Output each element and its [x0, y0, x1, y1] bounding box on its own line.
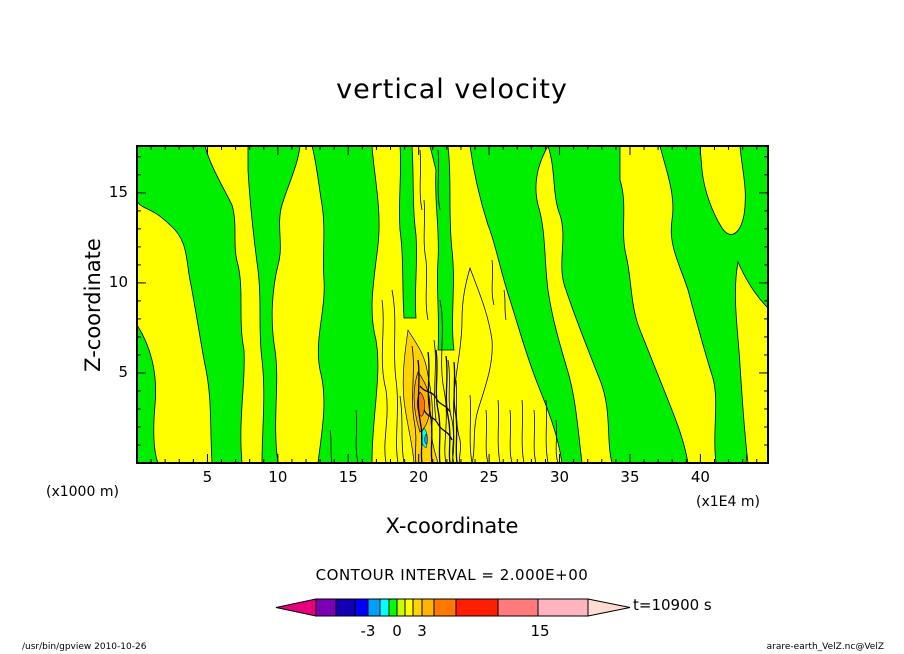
colorbar-swatch	[354, 598, 369, 617]
contour-interval: CONTOUR INTERVAL = 2.000E+00	[315, 566, 589, 584]
colorbar-swatch	[404, 598, 414, 617]
negative-region	[247, 146, 301, 463]
colorbar-swatch	[388, 598, 398, 617]
colorbar-swatch	[412, 598, 423, 617]
contour-streaks	[329, 149, 559, 463]
y-tick-label: 10	[108, 272, 128, 291]
colorbar-swatch	[379, 598, 390, 617]
positive-region	[535, 146, 613, 463]
x-tick-label: 35	[620, 468, 640, 486]
x-tick-label: 30	[549, 468, 570, 486]
colorbar-label: 3	[417, 622, 427, 640]
negative-region	[311, 146, 380, 463]
time-label: t=10900 s	[633, 596, 712, 614]
negative-region	[137, 324, 159, 463]
plot-frame	[136, 145, 769, 464]
colorbar-swatch	[433, 598, 457, 617]
y-axis-label: Z-coordinate	[81, 238, 105, 372]
x-tick-label: 20	[409, 468, 429, 486]
colorbar-swatch	[315, 598, 337, 617]
footer-left: /usr/bin/gpview 2010-10-26	[22, 642, 147, 652]
colorbar-label: 0	[392, 622, 402, 640]
colorbar-swatch	[396, 598, 406, 617]
positive-region	[735, 260, 768, 463]
footer-right: arare-earth_VelZ.nc@VelZ	[766, 642, 884, 652]
contour-field	[137, 146, 768, 463]
colorbar-arrow-min	[275, 598, 317, 617]
x-tick-label: 25	[479, 468, 499, 486]
colorbar-swatch	[497, 598, 539, 617]
y-tick-label: 5	[118, 362, 128, 381]
y-tick-label: 15	[108, 182, 128, 201]
dense-contours	[417, 349, 458, 463]
x-tick-label: 5	[202, 468, 213, 486]
chart-title: vertical velocity	[336, 74, 568, 105]
x-tick-label: 15	[338, 468, 358, 486]
colorbar-swatch	[335, 598, 356, 617]
x-tick-label: 10	[268, 468, 288, 486]
colorbar-swatch	[421, 598, 435, 617]
colorbar-swatch	[537, 598, 589, 617]
convective-core	[402, 328, 439, 463]
colorbar	[275, 598, 631, 617]
x-axis-label: X-coordinate	[385, 514, 519, 538]
z-unit-label: (x1000 m)	[46, 484, 119, 500]
positive-region	[699, 146, 746, 235]
colorbar-label: -3	[360, 622, 376, 640]
x-unit-label: (x1E4 m)	[696, 494, 760, 510]
negative-region	[429, 146, 455, 351]
colorbar-swatch	[367, 598, 381, 617]
colorbar-label: 15	[530, 622, 550, 640]
negative-region	[399, 146, 417, 319]
colorbar-swatch	[455, 598, 499, 617]
axis-ticks	[137, 146, 768, 463]
positive-region	[451, 266, 493, 463]
colorbar-arrow-max	[587, 598, 631, 617]
x-tick-label: 40	[690, 468, 710, 486]
